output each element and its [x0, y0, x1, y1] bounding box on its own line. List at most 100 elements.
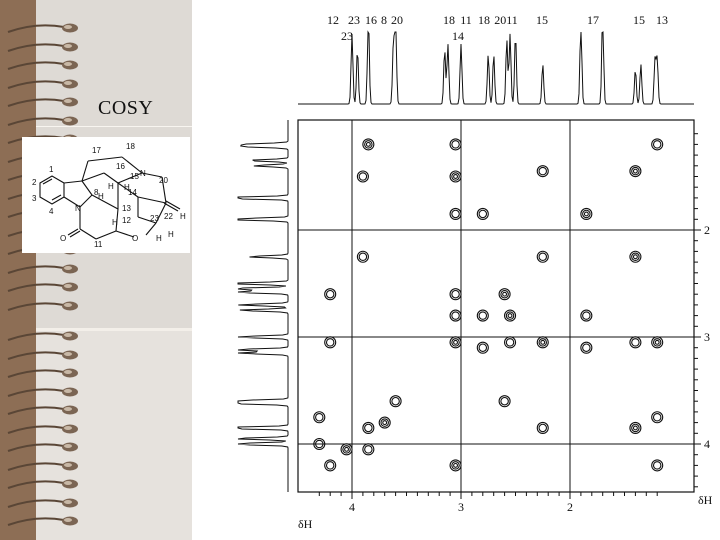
peak-label: 17 — [587, 13, 599, 27]
cross-peak — [449, 138, 462, 151]
cross-peak — [652, 461, 662, 470]
cross-peak — [538, 338, 547, 347]
x-tick-label: 2 — [567, 500, 573, 514]
spiral-ring — [6, 96, 78, 110]
peak-label: 23 — [348, 13, 360, 27]
atom-label: 8 — [94, 188, 99, 197]
atom-label: H — [180, 212, 186, 221]
cross-peak — [356, 170, 369, 183]
cross-peak — [478, 209, 488, 219]
atom-label: 23 — [150, 214, 159, 223]
cross-peak — [538, 166, 547, 176]
spiral-ring — [6, 497, 78, 511]
cross-peak — [344, 446, 349, 452]
peak-label: 8 — [381, 13, 387, 27]
atom-label: 20 — [159, 176, 168, 185]
cross-peak — [629, 250, 642, 263]
atom-label: N — [75, 204, 81, 213]
peak-label: 14 — [452, 29, 464, 43]
cross-peak — [451, 172, 460, 181]
y-axis-ticks: 2 3 4 — [694, 133, 710, 488]
spiral-ring — [6, 367, 78, 381]
peak-label: 15 — [633, 13, 645, 27]
spiral-ring — [6, 41, 78, 55]
top-projection-trace — [298, 30, 694, 105]
cross-peak — [631, 252, 640, 262]
cross-peak — [389, 395, 402, 408]
cross-peak — [582, 209, 591, 219]
atom-label: 16 — [116, 162, 125, 171]
x-axis-label: δH — [298, 517, 313, 531]
atom-label: 11 — [94, 240, 103, 249]
atom-label: 14 — [128, 188, 137, 197]
atom-label: 15 — [130, 172, 139, 181]
cross-peak — [453, 462, 458, 468]
peak-label: 13 — [656, 13, 668, 27]
atom-label: H — [156, 234, 162, 243]
cross-peak — [582, 311, 591, 320]
spiral-ring — [6, 281, 78, 295]
peak-label: 18 — [443, 13, 455, 27]
title-divider — [36, 126, 192, 127]
cross-peak — [580, 341, 593, 354]
cross-peak — [498, 288, 511, 301]
cross-peak — [451, 209, 460, 219]
atom-label: 4 — [49, 207, 54, 216]
cross-peak — [651, 411, 664, 424]
cross-peak — [651, 459, 664, 472]
molecule-structure: 17 18 16 15 20 14 13 8 N N H H H H 1 2 3… — [22, 137, 190, 253]
cross-peak — [632, 425, 638, 431]
cross-peak — [365, 141, 371, 147]
slide-title: COSY — [98, 97, 154, 119]
cross-peak — [362, 421, 375, 435]
spiral-ring — [6, 78, 78, 92]
cross-peak — [502, 291, 508, 297]
peak-label: 15 — [536, 13, 548, 27]
spiral-ring — [6, 404, 78, 418]
cross-peak — [582, 343, 591, 352]
peak-label: 23 — [341, 29, 353, 43]
cross-peak — [500, 289, 509, 299]
cross-peak — [453, 339, 458, 345]
atom-label: 1 — [49, 165, 54, 174]
y-axis-label-text: δH — [698, 493, 713, 507]
side-projection-trace — [237, 120, 289, 492]
x-tick-label: 3 — [458, 500, 464, 514]
x-axis-ticks: 4 3 2 — [318, 492, 658, 514]
cross-peak — [476, 207, 489, 220]
peak-label: 11 — [460, 13, 472, 27]
peak-label: 16 — [365, 13, 377, 27]
y-tick-label: 4 — [704, 437, 710, 451]
cross-peak — [652, 140, 662, 149]
atom-label: N — [140, 169, 146, 178]
atom-label: 22 — [164, 212, 173, 221]
cross-peak — [362, 443, 375, 456]
spiral-ring — [6, 263, 78, 277]
cross-peak — [449, 309, 462, 322]
atom-label: H — [108, 182, 114, 191]
cross-peak — [324, 459, 337, 472]
x-tick-label: 4 — [349, 500, 355, 514]
y-axis-label: δH — [698, 493, 713, 507]
cross-peak — [313, 437, 326, 451]
cross-peak — [358, 172, 368, 181]
cross-peak — [580, 309, 593, 322]
cross-peak — [631, 338, 640, 347]
cross-peak — [315, 412, 324, 422]
atom-label: 2 — [32, 178, 37, 187]
atom-label: 3 — [32, 194, 37, 203]
cross-peak — [358, 252, 368, 262]
spiral-ring — [6, 460, 78, 474]
cross-peak — [631, 166, 640, 176]
cross-peak — [453, 174, 458, 179]
spiral-ring — [6, 330, 78, 344]
cross-peak — [315, 439, 324, 449]
peak-label: 18 — [478, 13, 490, 27]
cross-peak — [536, 250, 549, 263]
spiral-ring — [6, 423, 78, 437]
cross-peak — [632, 254, 638, 260]
cross-peak — [580, 207, 593, 220]
cross-peak — [325, 338, 335, 347]
cross-peak — [364, 140, 373, 149]
